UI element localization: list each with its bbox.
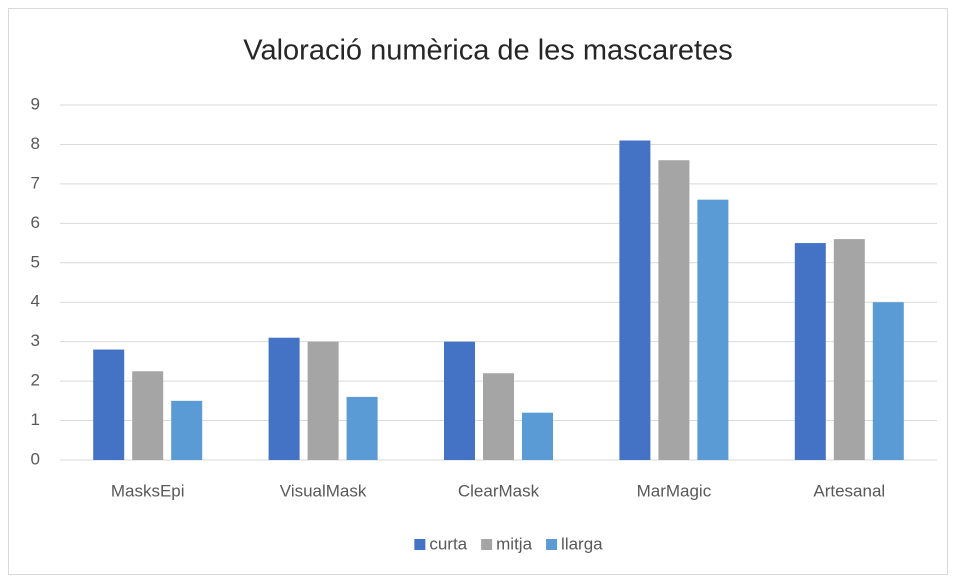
- y-tick-label: 6: [31, 213, 40, 232]
- legend-label: mitja: [496, 534, 532, 553]
- bar: [346, 396, 378, 460]
- y-tick-label: 0: [31, 449, 40, 468]
- y-tick-label: 1: [31, 410, 40, 429]
- bar: [794, 243, 826, 460]
- x-tick-label: MasksEpi: [111, 481, 185, 500]
- x-tick-label: VisualMask: [280, 481, 367, 500]
- bar: [171, 400, 203, 460]
- bar: [522, 412, 553, 460]
- y-tick-label: 8: [31, 134, 40, 153]
- y-tick-label: 9: [31, 94, 40, 113]
- y-tick-label: 3: [31, 331, 40, 350]
- bar: [132, 371, 164, 460]
- legend-swatch: [414, 539, 426, 550]
- legend-swatch: [546, 539, 558, 550]
- chart-title: Valoració numèrica de les mascaretes: [243, 35, 732, 67]
- legend-label: llarga: [561, 534, 603, 553]
- y-tick-label: 2: [31, 371, 40, 390]
- bar: [483, 373, 514, 460]
- bar: [444, 341, 475, 460]
- x-tick-label: MarMagic: [637, 481, 712, 500]
- bar: [307, 341, 339, 460]
- bar: [872, 302, 904, 460]
- y-tick-label: 4: [31, 292, 40, 311]
- legend-swatch: [481, 539, 493, 550]
- legend-label: curta: [429, 534, 467, 553]
- bar: [619, 140, 651, 460]
- bar: [697, 199, 729, 460]
- x-tick-label: Artesanal: [813, 481, 885, 500]
- bar: [93, 349, 125, 460]
- y-tick-label: 7: [31, 173, 40, 192]
- chart-border: [8, 8, 948, 575]
- bar: [833, 239, 865, 460]
- x-tick-label: ClearMask: [458, 481, 540, 500]
- bar: [268, 337, 300, 460]
- bar: [658, 160, 690, 460]
- y-tick-label: 5: [31, 252, 40, 271]
